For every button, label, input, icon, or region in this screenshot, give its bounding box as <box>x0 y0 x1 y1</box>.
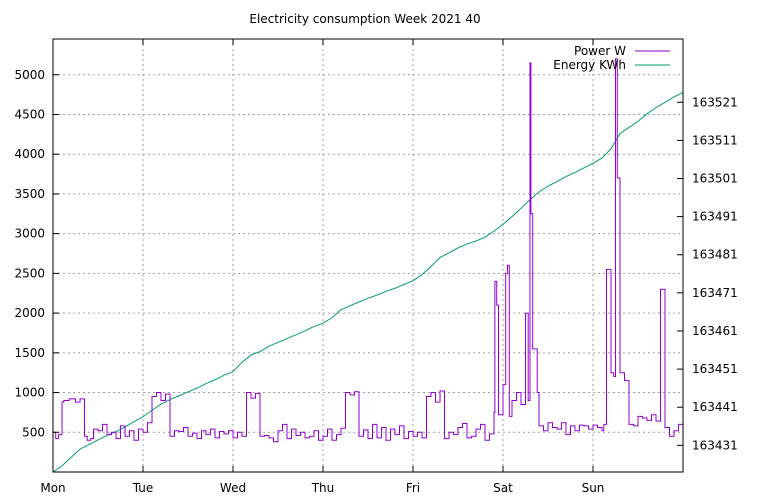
x-tick-label: Tue <box>132 481 154 495</box>
y-left-tick-label: 2000 <box>14 306 45 320</box>
grid <box>53 39 683 472</box>
legend-label-power: Power W <box>574 44 626 58</box>
y-right-tick-label: 163451 <box>692 362 738 376</box>
x-tick-label: Thu <box>311 481 335 495</box>
series-layer <box>52 58 684 473</box>
x-tick-label: Fri <box>406 481 420 495</box>
x-tick-label: Sun <box>582 481 605 495</box>
y-left-tick-label: 2500 <box>14 266 45 280</box>
y-left-tick-label: 4000 <box>14 147 45 161</box>
x-tick-label: Sat <box>493 481 513 495</box>
y-left-tick-label: 1000 <box>14 386 45 400</box>
y-right-tick-label: 163501 <box>692 172 738 186</box>
chart-title: Electricity consumption Week 2021 40 <box>249 12 480 26</box>
y-axis-right: 163431 163441 163451 163461 163471 163481 1634… <box>677 95 738 452</box>
plot-frame <box>52 38 684 473</box>
series-power-line <box>53 58 684 443</box>
legend-label-energy: Energy KWh <box>553 58 626 72</box>
x-axis: Mon Tue Wed Thu Fri Sat Sun <box>40 39 604 495</box>
y-axis-left: 500 1000 1500 2000 2500 3000 3500 4000 4500 5000 <box>14 68 59 439</box>
x-tick-label: Mon <box>40 481 65 495</box>
y-right-tick-label: 163471 <box>692 286 738 300</box>
y-right-tick-label: 163441 <box>692 400 738 414</box>
y-left-tick-label: 500 <box>22 425 45 439</box>
y-left-tick-label: 5000 <box>14 68 45 82</box>
x-tick-label: Wed <box>220 481 246 495</box>
y-right-tick-label: 163521 <box>692 95 738 109</box>
y-left-tick-label: 3500 <box>14 187 45 201</box>
y-right-tick-label: 163431 <box>692 438 738 452</box>
y-right-tick-label: 163461 <box>692 324 738 338</box>
y-left-tick-label: 3000 <box>14 227 45 241</box>
y-right-tick-label: 163491 <box>692 210 738 224</box>
y-right-tick-label: 163511 <box>692 133 738 147</box>
legend: Power W Energy KWh <box>553 44 670 72</box>
y-right-tick-label: 163481 <box>692 248 738 262</box>
series-energy-line <box>52 91 684 473</box>
y-left-tick-label: 4500 <box>14 107 45 121</box>
y-left-tick-label: 1500 <box>14 346 45 360</box>
